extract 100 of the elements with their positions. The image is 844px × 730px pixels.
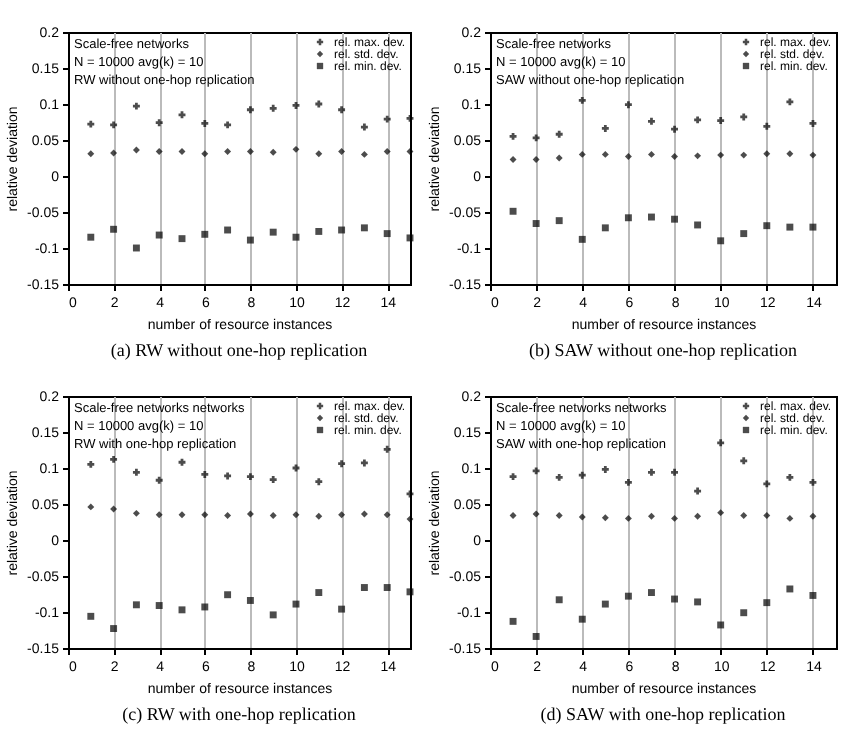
point	[694, 116, 702, 124]
point	[224, 121, 232, 129]
point	[648, 150, 655, 158]
point	[694, 152, 702, 160]
point	[110, 625, 118, 633]
point	[292, 511, 300, 519]
point	[269, 228, 277, 236]
point	[671, 153, 678, 161]
point	[763, 512, 771, 519]
text: (b) SAW without one-hop replication	[528, 340, 799, 360]
point	[532, 510, 540, 518]
point	[694, 512, 702, 520]
point	[269, 476, 277, 483]
point	[601, 125, 609, 132]
point	[201, 119, 209, 127]
point	[578, 150, 586, 158]
point	[809, 223, 817, 231]
point	[809, 119, 817, 127]
point	[155, 148, 163, 155]
point	[338, 460, 346, 468]
point	[648, 213, 655, 221]
point	[269, 512, 277, 519]
point	[246, 473, 254, 481]
point	[110, 505, 118, 513]
point	[555, 512, 563, 519]
point	[315, 478, 323, 486]
point	[532, 633, 540, 640]
point	[555, 596, 563, 604]
point	[624, 592, 632, 600]
point	[201, 471, 209, 478]
point	[601, 600, 609, 608]
point	[601, 465, 609, 473]
point	[224, 512, 232, 519]
point	[338, 148, 346, 155]
point	[292, 145, 300, 153]
point	[509, 617, 517, 625]
point	[178, 511, 186, 519]
point	[786, 473, 794, 481]
point	[740, 230, 748, 238]
point	[740, 512, 748, 519]
point	[740, 457, 748, 465]
point	[809, 151, 817, 159]
point	[155, 476, 163, 484]
text: (c) RW with one-hop replication	[122, 704, 357, 724]
point	[532, 155, 540, 163]
point	[809, 512, 817, 520]
point	[532, 134, 540, 142]
point	[110, 225, 118, 233]
point	[555, 130, 563, 138]
point	[740, 609, 748, 617]
point	[315, 512, 323, 520]
point	[338, 511, 346, 519]
point	[360, 224, 368, 232]
point	[717, 117, 725, 125]
point	[155, 602, 163, 609]
point	[601, 150, 609, 158]
point	[87, 233, 95, 241]
point	[694, 487, 702, 495]
point	[224, 148, 232, 155]
point	[383, 584, 391, 591]
point	[509, 473, 517, 481]
point	[763, 599, 771, 607]
point	[601, 514, 609, 522]
point	[694, 221, 702, 229]
point	[246, 148, 254, 155]
point	[110, 121, 118, 129]
point	[87, 120, 95, 128]
point	[246, 597, 254, 604]
point	[87, 460, 95, 468]
point	[315, 589, 323, 597]
point	[717, 439, 725, 447]
point	[155, 511, 163, 519]
point	[360, 584, 368, 591]
point	[406, 515, 414, 523]
point	[809, 478, 817, 486]
point	[671, 468, 678, 476]
point	[201, 511, 209, 519]
point	[578, 615, 586, 623]
point	[786, 150, 794, 158]
point	[648, 512, 655, 520]
point	[624, 101, 632, 109]
point	[509, 512, 517, 519]
point	[532, 467, 540, 475]
point	[624, 214, 632, 222]
point	[338, 605, 346, 613]
point	[648, 117, 655, 125]
point	[224, 472, 232, 480]
point	[717, 509, 725, 517]
text: (d) SAW with one-hop replication	[540, 704, 787, 724]
point	[578, 513, 586, 521]
point	[338, 106, 346, 114]
point	[694, 598, 702, 606]
point	[555, 473, 563, 481]
point	[717, 237, 725, 245]
point	[269, 104, 277, 112]
point	[132, 102, 140, 110]
point	[383, 445, 391, 453]
point	[740, 113, 748, 121]
point	[201, 603, 209, 611]
point	[132, 509, 140, 517]
